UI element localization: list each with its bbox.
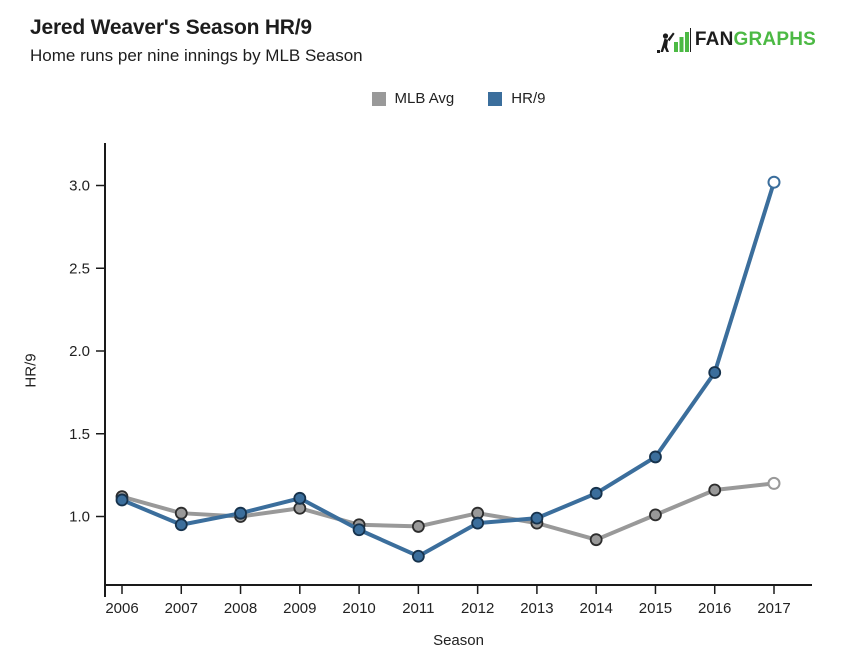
x-axis-label: Season [433, 632, 484, 649]
logo-text-graphs: GRAPHS [733, 29, 816, 50]
logo-text-fan: FAN [694, 29, 734, 50]
svg-text:3.0: 3.0 [69, 178, 90, 195]
svg-text:2007: 2007 [165, 600, 198, 617]
svg-text:2017: 2017 [757, 600, 790, 617]
svg-text:1.5: 1.5 [69, 426, 90, 443]
chart-title: Jered Weaver's Season HR/9 [30, 16, 312, 39]
svg-text:2013: 2013 [520, 600, 553, 617]
svg-text:2011: 2011 [402, 600, 434, 617]
fangraphs-logo: FAN GRAPHS [656, 26, 816, 54]
svg-text:2010: 2010 [342, 600, 375, 617]
legend-item-mlb-avg[interactable]: MLB Avg [371, 90, 455, 107]
svg-text:2.0: 2.0 [69, 343, 90, 360]
chart-subtitle: Home runs per nine innings by MLB Season [30, 46, 363, 65]
chart-legend: MLB Avg HR/9 [105, 90, 812, 107]
svg-text:2014: 2014 [579, 600, 612, 617]
legend-item-hr9[interactable]: HR/9 [488, 90, 545, 107]
svg-text:2006: 2006 [105, 600, 138, 617]
svg-text:2015: 2015 [639, 600, 672, 617]
legend-swatch-hr9 [488, 91, 503, 106]
svg-text:2.5: 2.5 [69, 260, 90, 277]
svg-text:2016: 2016 [698, 600, 731, 617]
batter-icon [656, 32, 675, 53]
legend-swatch-mlb-avg [371, 91, 386, 106]
legend-label-hr9: HR/9 [511, 90, 546, 107]
svg-text:2008: 2008 [224, 600, 257, 617]
bars-icon [673, 32, 689, 52]
svg-text:1.0: 1.0 [69, 509, 90, 526]
legend-label-mlb-avg: MLB Avg [394, 90, 455, 107]
fangraphs-logo-icon [656, 28, 691, 53]
svg-text:2009: 2009 [283, 600, 316, 617]
y-axis-label: HR/9 [22, 353, 40, 388]
svg-text:2012: 2012 [461, 600, 494, 617]
